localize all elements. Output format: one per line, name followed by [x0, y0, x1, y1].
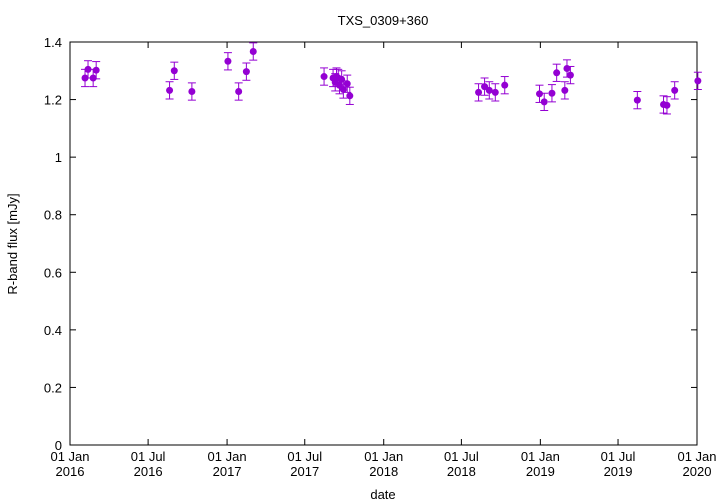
point-marker: [475, 88, 483, 96]
x-tick-label: 01 Jul 2019: [601, 449, 636, 479]
y-axis-label: R-band flux [mJy]: [5, 193, 20, 294]
data-points: [81, 42, 702, 115]
point-marker: [491, 88, 499, 96]
data-point: [249, 42, 258, 61]
point-marker: [485, 86, 493, 94]
x-tick-label: 01 Jan 2017: [208, 449, 247, 479]
point-marker: [694, 77, 702, 85]
x-tick-label: 01 Jan 2020: [677, 449, 716, 479]
y-axis: 0 0.2 0.4 0.6 0.8 1 1.2 1.4: [44, 35, 697, 453]
data-point: [345, 86, 354, 105]
x-tick-label: 01 Jan 2019: [521, 449, 560, 479]
x-tick-label: 01 Jul 2016: [131, 449, 166, 479]
data-point: [540, 92, 549, 112]
point-marker: [481, 83, 489, 91]
point-marker: [249, 47, 257, 55]
data-point: [547, 84, 556, 103]
y-tick-label: 0.4: [44, 323, 62, 338]
point-marker: [566, 71, 574, 79]
data-point: [662, 96, 671, 115]
point-marker: [92, 66, 100, 74]
data-point: [320, 67, 329, 86]
point-marker: [170, 67, 178, 75]
point-marker: [235, 88, 243, 96]
point-marker: [339, 85, 347, 93]
data-point: [633, 91, 642, 110]
chart-title: TXS_0309+360: [338, 13, 429, 28]
point-marker: [535, 90, 543, 98]
point-marker: [548, 89, 556, 97]
y-tick-label: 0.2: [44, 380, 62, 395]
plot-frame: [69, 41, 698, 446]
data-point: [223, 52, 232, 71]
x-tick-label: 01 Jul 2017: [287, 449, 322, 479]
data-point: [560, 81, 569, 100]
data-point: [693, 71, 702, 90]
point-marker: [89, 74, 97, 82]
data-point: [339, 80, 348, 99]
data-point: [242, 62, 251, 81]
data-point: [552, 63, 561, 82]
y-tick-label: 0.8: [44, 208, 62, 223]
y-tick-label: 0.6: [44, 265, 62, 280]
point-marker: [166, 86, 174, 94]
y-tick-label: 1.4: [44, 35, 62, 50]
data-point: [187, 82, 196, 101]
x-tick-label: 01 Jan 2018: [364, 449, 403, 479]
y-tick-label: 1.2: [44, 93, 62, 108]
point-marker: [188, 88, 196, 96]
point-marker: [633, 96, 641, 104]
point-marker: [561, 86, 569, 94]
data-point: [170, 61, 179, 80]
point-marker: [671, 86, 679, 94]
data-point: [234, 82, 243, 101]
data-point: [480, 77, 489, 96]
data-point: [670, 81, 679, 100]
data-point: [474, 83, 483, 102]
x-axis: 01 Jan 2016 01 Jul 2016 01 Jan 2017 01 Jul 2017…: [50, 42, 717, 479]
data-point: [566, 65, 575, 85]
data-point: [92, 61, 101, 80]
data-point: [491, 83, 500, 102]
point-marker: [224, 57, 232, 65]
point-marker: [338, 75, 346, 83]
y-tick-label: 0: [55, 438, 62, 453]
point-marker: [84, 65, 92, 73]
point-marker: [553, 69, 561, 77]
point-marker: [540, 98, 548, 106]
y-tick-label: 1: [55, 150, 62, 165]
data-point: [84, 60, 93, 79]
x-tick-label: 01 Jan 2016: [50, 449, 89, 479]
data-point: [500, 76, 509, 95]
x-axis-label: date: [370, 487, 395, 502]
point-marker: [501, 81, 509, 89]
data-point: [485, 81, 494, 100]
point-marker: [346, 92, 354, 100]
x-tick-label: 01 Jul 2018: [444, 449, 479, 479]
data-point: [165, 81, 174, 100]
point-marker: [663, 101, 671, 109]
point-marker: [320, 73, 328, 81]
point-marker: [242, 68, 250, 76]
point-marker: [343, 80, 351, 88]
